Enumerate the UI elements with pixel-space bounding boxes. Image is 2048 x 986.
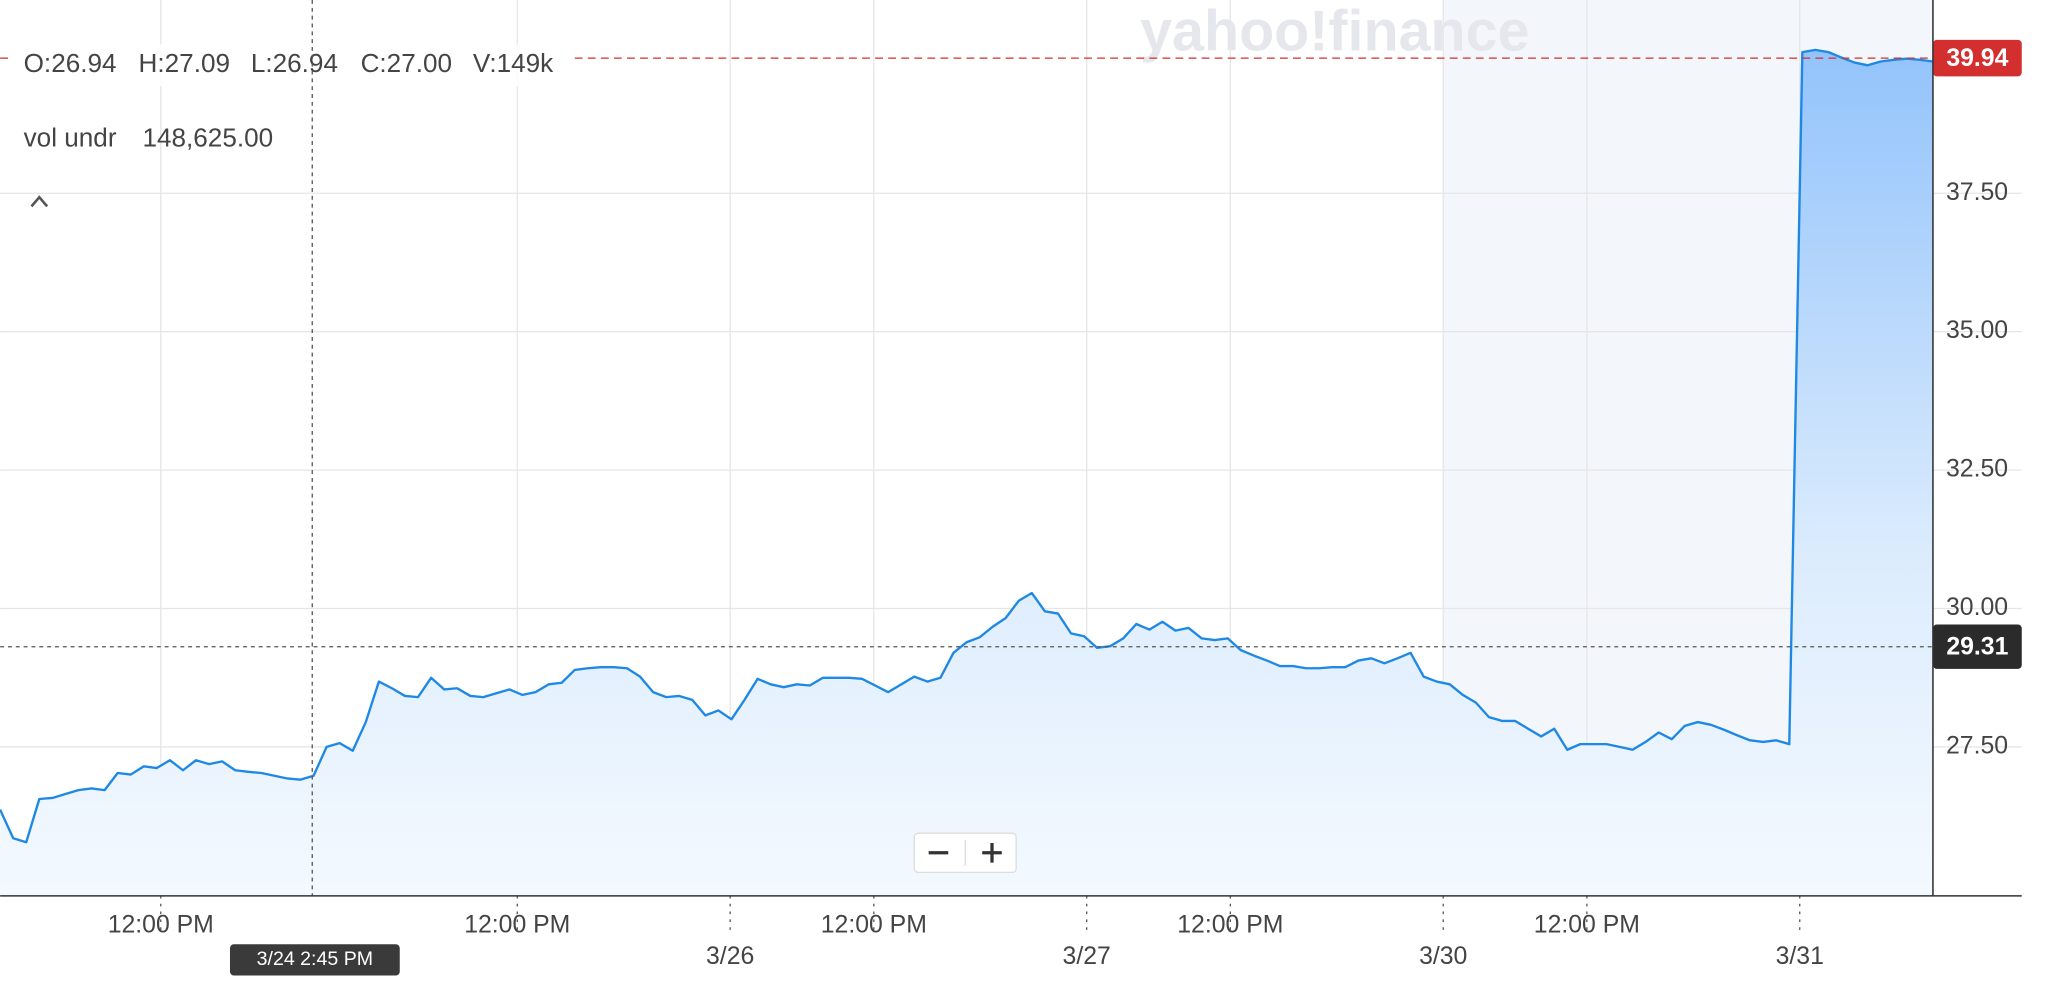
y-tick-label: 32.50 [1946, 456, 2008, 483]
y-tick-label: 27.50 [1946, 732, 2008, 759]
ohlc-label: O:26.94 [24, 48, 117, 78]
ohlc-label: H:27.09 [139, 48, 230, 78]
zoom-in[interactable] [982, 842, 1002, 863]
last-price-tag [1932, 39, 2022, 77]
y-tick-label: 37.50 [1946, 179, 2008, 206]
ohlc-label: V:149k [473, 48, 554, 78]
x-tick-label: 12:00 PM [1534, 911, 1640, 938]
y-tick-label: 35.00 [1946, 317, 2008, 344]
x-tick-label: 3/27 [1063, 943, 1111, 970]
watermark: yahoo!finance [1140, 0, 1529, 63]
x-tick-label: 12:00 PM [1177, 911, 1283, 938]
collapse-caret[interactable] [30, 195, 49, 208]
header-bg [10, 44, 570, 87]
study-value: 148,625.00 [142, 123, 273, 153]
study-name: vol undr [24, 123, 117, 153]
x-tick-label: 3/31 [1776, 943, 1824, 970]
crosshair-y-label: 29.31 [1946, 634, 2008, 661]
x-tick-label: 12:00 PM [821, 911, 927, 938]
ohlc-label: C:27.00 [361, 48, 452, 78]
x-tick-label: 3/26 [706, 943, 754, 970]
price-line [0, 48, 1934, 844]
y-tick-label: 30.00 [1946, 594, 2008, 621]
x-tick-label: 3/30 [1419, 943, 1467, 970]
crosshair-x-label: 3/24 2:45 PM [257, 948, 373, 970]
last-price-label: 39.94 [1946, 45, 2008, 72]
x-tick-label: 12:00 PM [108, 911, 214, 938]
crosshair-x-tag [229, 944, 400, 976]
ohlc-label: L:26.94 [251, 48, 338, 78]
zoom-controls[interactable] [913, 832, 1017, 874]
crosshair-y-tag [1932, 624, 2022, 669]
x-tick-label: 12:00 PM [464, 911, 570, 938]
